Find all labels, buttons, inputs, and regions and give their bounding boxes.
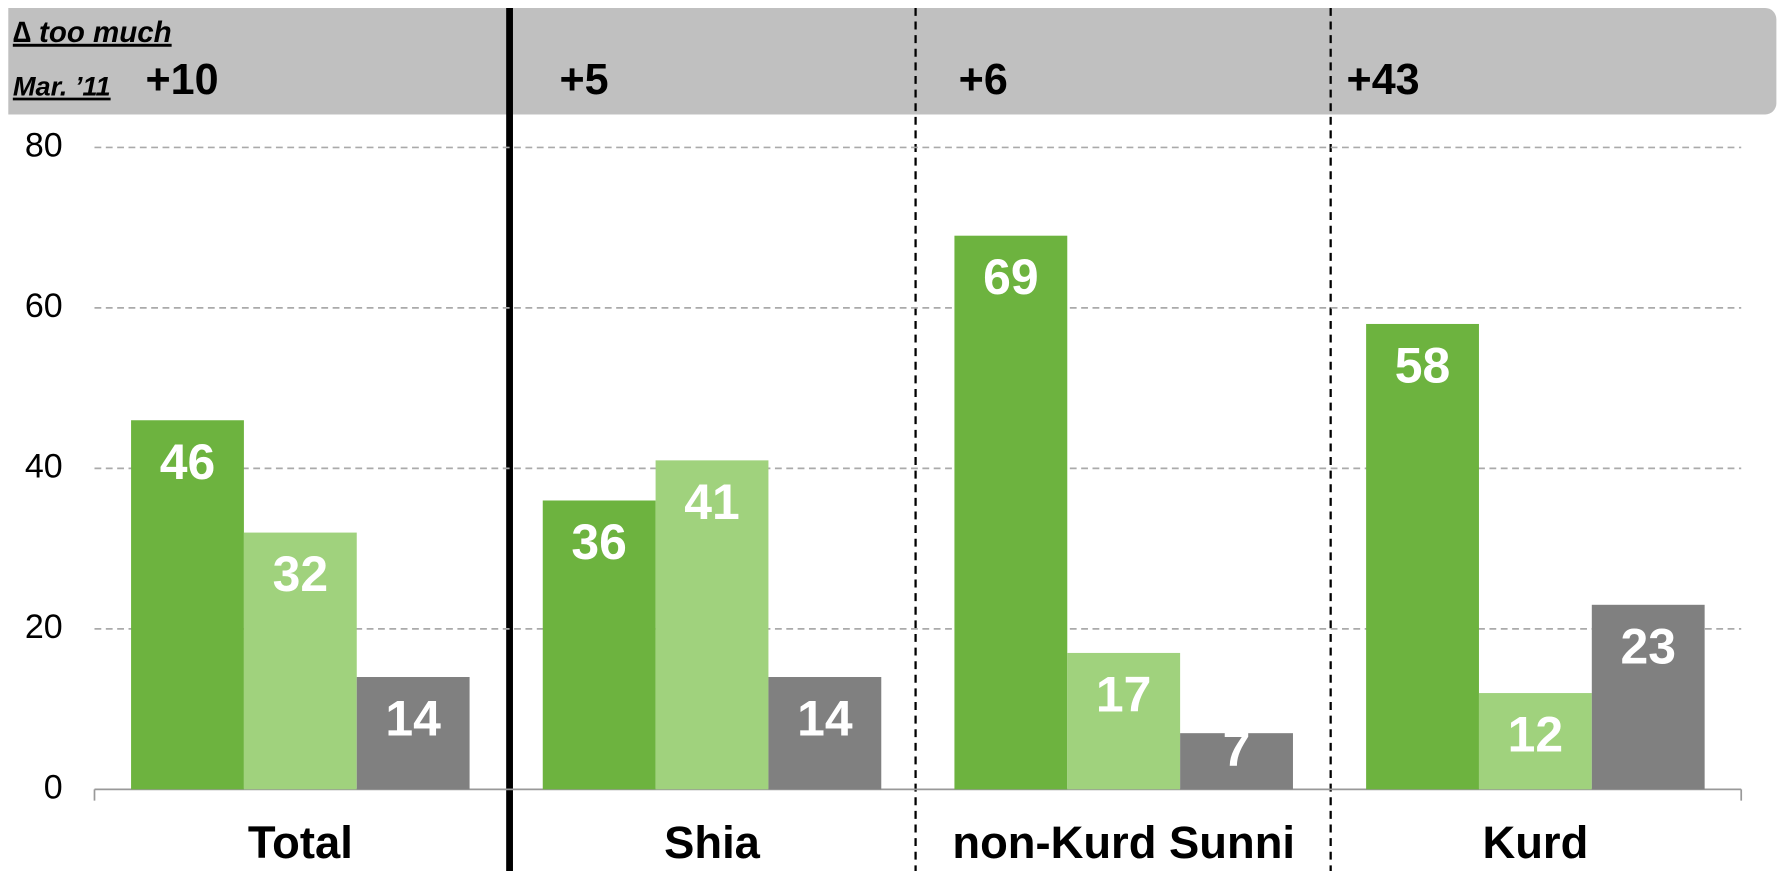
bar [542, 500, 656, 790]
y-tick-label: 0 [44, 768, 63, 806]
x-tick-label: Shia [664, 817, 761, 868]
data-label: 14 [385, 691, 441, 747]
header-line1: ∆ too much [13, 16, 172, 49]
data-label: 17 [1096, 666, 1152, 722]
annotation: +10 [146, 56, 219, 104]
data-label: 41 [684, 474, 740, 530]
x-axis [93, 788, 1743, 801]
bar [1478, 693, 1592, 790]
data-label: 12 [1508, 707, 1564, 763]
bar [954, 235, 1068, 790]
bar [1366, 323, 1479, 790]
annotation: +6 [959, 56, 1008, 104]
header-line2: Mar. ’11 [13, 71, 111, 102]
y-tick-label: 40 [25, 447, 63, 485]
data-label: 23 [1620, 618, 1676, 674]
bar [243, 532, 357, 790]
data-label: 58 [1395, 338, 1451, 394]
data-label: 32 [273, 546, 329, 602]
data-label: 14 [797, 691, 853, 747]
bar [1067, 652, 1181, 790]
bar [356, 677, 470, 790]
bar [768, 677, 882, 790]
bar [131, 420, 244, 790]
data-label: 69 [983, 249, 1038, 305]
x-tick-label: non-Kurd Sunni [952, 817, 1295, 868]
data-label: 36 [571, 514, 627, 570]
bar [655, 460, 769, 790]
annotation: +43 [1347, 56, 1420, 104]
y-tick-label: 80 [25, 126, 63, 164]
annotation: +5 [559, 56, 608, 104]
data-label: 46 [160, 434, 216, 490]
x-tick-label: Kurd [1482, 817, 1588, 868]
data-label: 7 [1223, 721, 1251, 777]
bar [1180, 733, 1293, 790]
bar [1591, 604, 1705, 790]
y-tick-label: 60 [25, 287, 63, 325]
y-tick-label: 20 [25, 608, 63, 646]
header-band [8, 7, 1777, 115]
x-tick-label: Total [248, 817, 353, 868]
